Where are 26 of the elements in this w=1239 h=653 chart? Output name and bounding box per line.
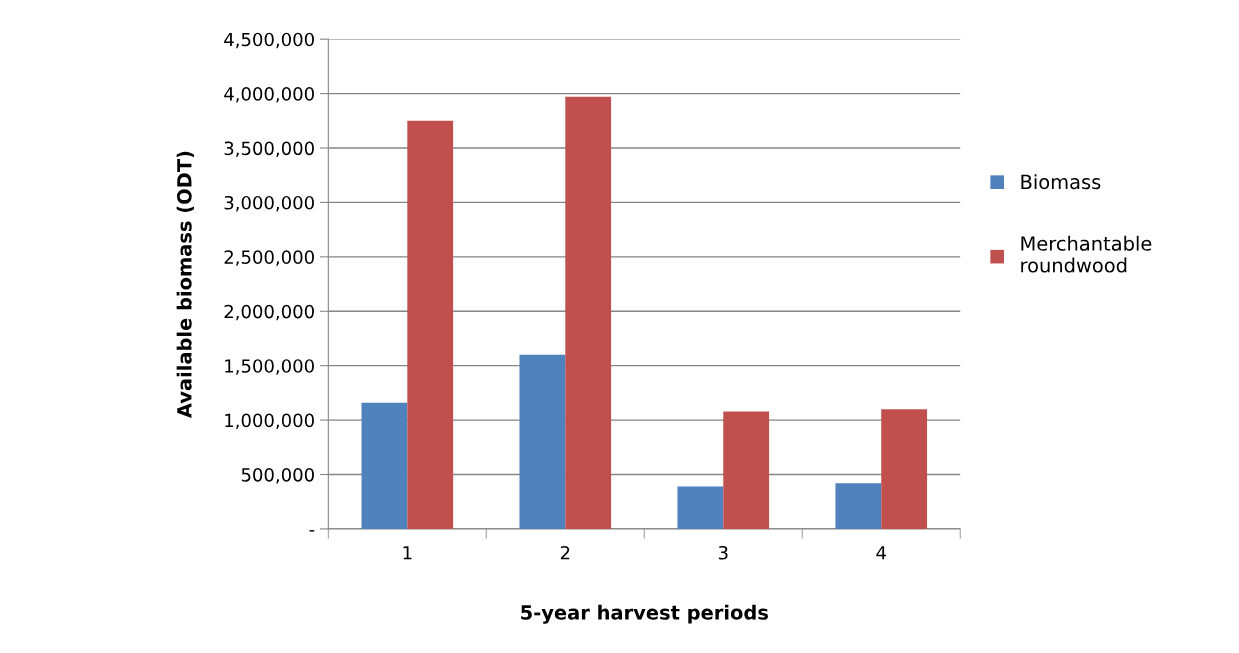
x-tick-label: 2: [560, 545, 570, 560]
bar: [723, 411, 770, 529]
bar: [677, 486, 724, 529]
y-tick-label: 500,000: [241, 467, 314, 484]
legend-label: Merchantable roundwood: [1021, 235, 1152, 273]
bar: [519, 354, 566, 529]
bar: [407, 120, 454, 529]
y-tick-label: 2,500,000: [224, 250, 314, 266]
legend-label: Biomass: [1021, 174, 1101, 190]
bar: [835, 483, 882, 529]
x-axis-title: 5-year harvest periods: [521, 604, 768, 624]
y-axis-title: Available biomass (ODT): [176, 151, 194, 418]
y-tick-label: 3,000,000: [224, 195, 314, 212]
x-tick-label: 3: [718, 545, 728, 560]
y-tick-label: 3,500,000: [224, 141, 314, 157]
bar: [565, 96, 612, 529]
x-tick-label: 1: [403, 546, 412, 560]
y-tick-label: 4,500,000: [224, 32, 314, 49]
bar: [361, 402, 408, 529]
bar: [881, 409, 928, 529]
y-tick-label: 1,000,000: [225, 413, 314, 430]
y-tick-label: 1,500,000: [225, 359, 314, 375]
y-tick-label: -: [309, 530, 315, 532]
y-tick-label: 2,000,000: [224, 304, 314, 321]
y-tick-label: 4,000,000: [224, 87, 314, 103]
x-tick-label: 4: [876, 546, 886, 560]
